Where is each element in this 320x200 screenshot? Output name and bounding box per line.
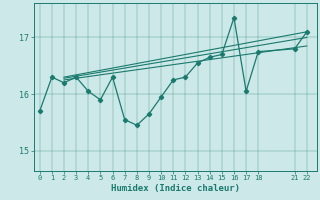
X-axis label: Humidex (Indice chaleur): Humidex (Indice chaleur) [111, 184, 240, 193]
